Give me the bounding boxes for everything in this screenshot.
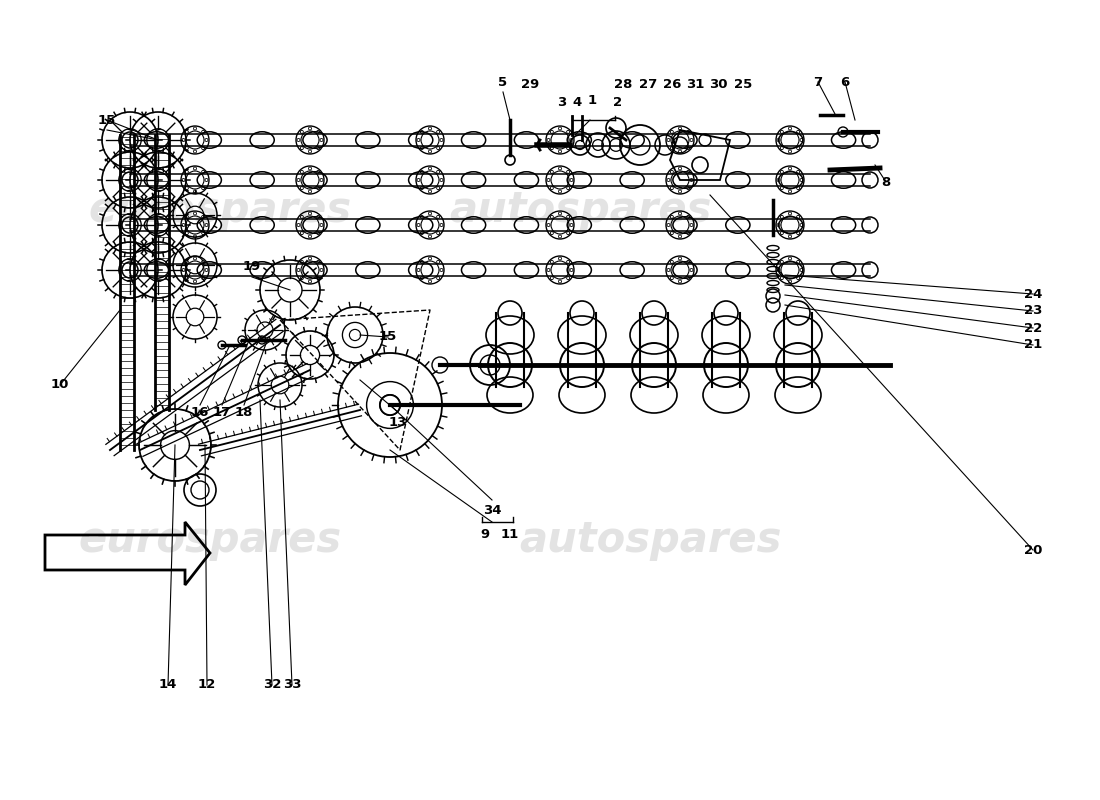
Text: 6: 6 [840,75,849,89]
Text: 33: 33 [283,678,301,691]
Text: eurospares: eurospares [88,189,352,231]
Text: 7: 7 [813,75,823,89]
Text: 21: 21 [1024,338,1042,351]
Text: 12: 12 [198,678,216,691]
Text: 10: 10 [51,378,69,391]
Text: 9: 9 [481,529,490,542]
Text: 29: 29 [521,78,539,91]
Text: 5: 5 [498,75,507,89]
Text: 25: 25 [734,78,752,91]
Text: 15: 15 [98,114,117,126]
Text: 2: 2 [614,97,623,110]
Text: 13: 13 [388,415,407,429]
Text: 26: 26 [663,78,681,91]
Text: 17: 17 [213,406,231,418]
Text: 16: 16 [190,406,209,418]
Text: 31: 31 [685,78,704,91]
Text: eurospares: eurospares [78,519,342,561]
Text: 23: 23 [1024,305,1042,318]
Text: 24: 24 [1024,287,1042,301]
Text: 34: 34 [483,503,502,517]
Text: autospares: autospares [449,189,712,231]
Text: 15: 15 [378,330,397,343]
Text: 30: 30 [708,78,727,91]
Text: 3: 3 [558,97,566,110]
Text: 32: 32 [263,678,282,691]
Text: 22: 22 [1024,322,1042,334]
Text: 20: 20 [1024,543,1042,557]
Text: 4: 4 [572,97,582,110]
Text: 18: 18 [234,406,253,418]
Text: 8: 8 [881,175,891,189]
Text: autospares: autospares [519,519,781,561]
Text: 19: 19 [243,261,261,274]
Text: 1: 1 [587,94,596,106]
Text: 28: 28 [614,78,632,91]
Text: 27: 27 [639,78,657,91]
Text: 11: 11 [500,529,519,542]
Text: 14: 14 [158,678,177,691]
